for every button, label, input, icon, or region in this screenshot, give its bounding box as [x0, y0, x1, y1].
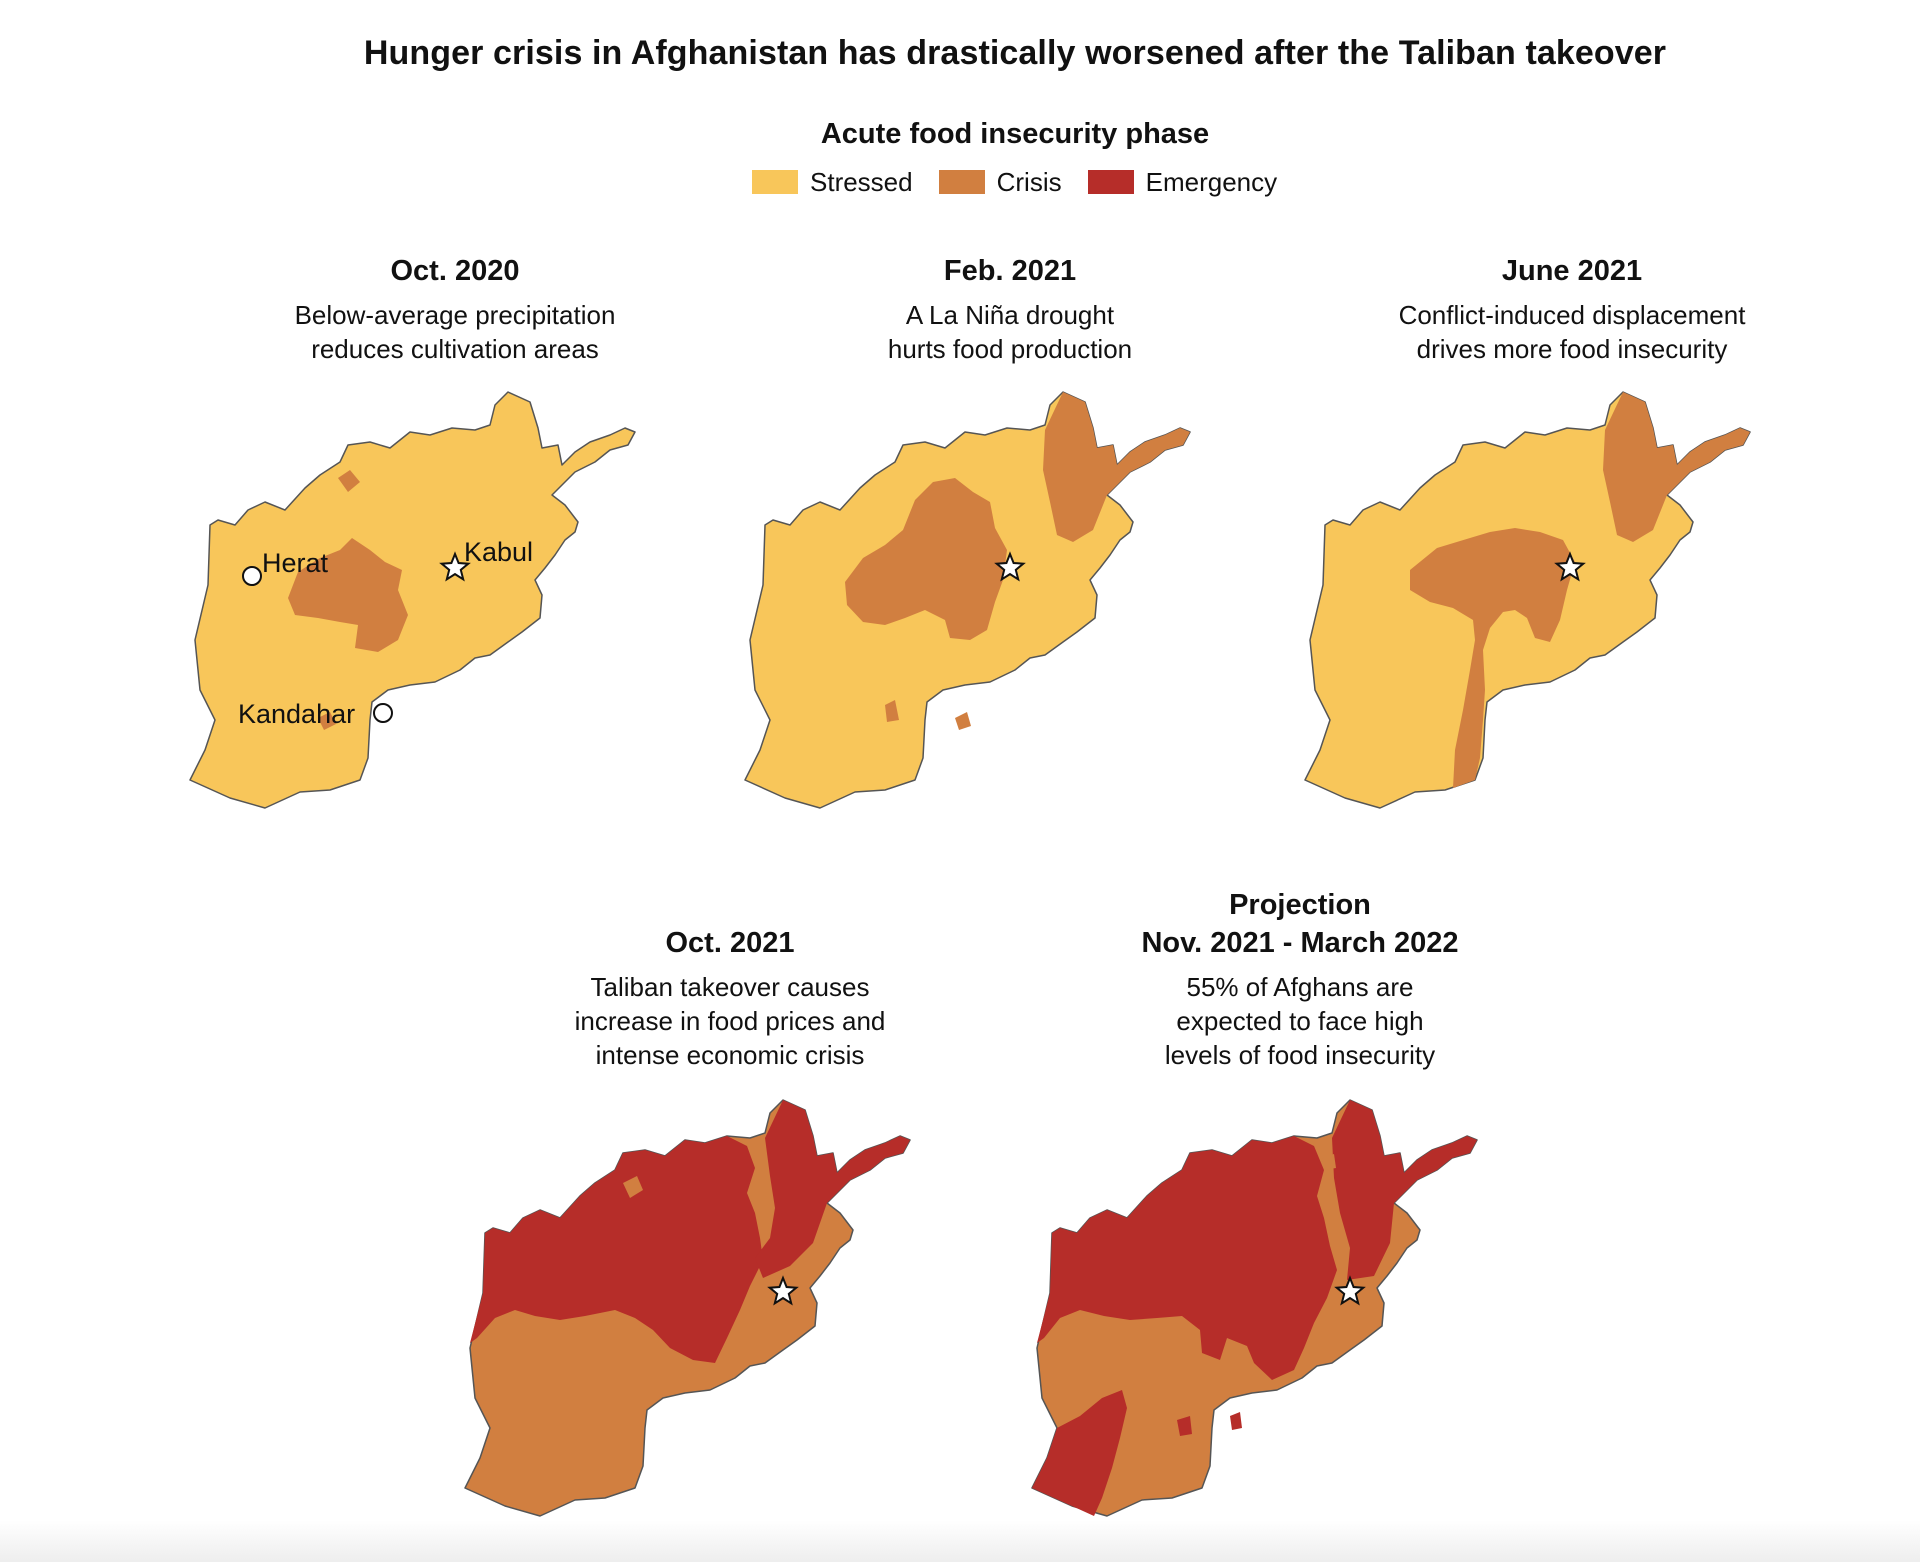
page-bottom-shade — [0, 1520, 1920, 1562]
panel-feb-2021-header: Feb. 2021 A La Niña drought hurts food p… — [700, 252, 1320, 366]
capital-star-icon — [1554, 551, 1586, 582]
region-emergency-central — [1037, 1136, 1337, 1380]
map-oct-2020: Herat Kabul Kandahar — [189, 391, 636, 809]
panel-description-line: intense economic crisis — [595, 1040, 865, 1070]
legend-title: Acute food insecurity phase — [820, 118, 1210, 150]
legend-label-stressed: Stressed — [810, 166, 913, 197]
city-label-kabul: Kabul — [464, 537, 533, 567]
legend-item-emergency: Emergency — [1087, 166, 1278, 198]
region-emergency-southwest — [1032, 1390, 1127, 1516]
legend-label-crisis: Crisis — [996, 166, 1062, 197]
panel-description: Below-average precipitation reduces cult… — [145, 298, 765, 366]
panel-description-line: hurts food production — [887, 334, 1133, 364]
panel-description-line: A La Niña drought — [905, 300, 1115, 330]
country-outline-stressed — [189, 391, 636, 809]
region-crisis-central — [288, 538, 408, 652]
panel-description: A La Niña drought hurts food production — [700, 298, 1320, 366]
chart-title: Hunger crisis in Afghanistan has drastic… — [363, 34, 1667, 72]
capital-star-icon — [767, 1275, 799, 1306]
panel-description: Taliban takeover causes increase in food… — [420, 970, 1040, 1072]
region-crisis-south — [318, 712, 336, 730]
legend-swatch-stressed — [752, 170, 798, 194]
map-projection — [1031, 1099, 1478, 1517]
panel-description: 55% of Afghans are expected to face high… — [990, 970, 1610, 1072]
city-marker-kandahar — [373, 703, 393, 723]
map-oct-2021 — [464, 1099, 911, 1517]
city-label-kandahar: Kandahar — [238, 699, 355, 729]
legend: Stressed Crisis Emergency — [752, 164, 1303, 200]
legend-swatch-crisis — [938, 170, 985, 194]
panel-date: Oct. 2020 — [390, 255, 520, 287]
legend-label-emergency: Emergency — [1145, 166, 1278, 197]
legend-item-stressed: Stressed — [752, 167, 913, 198]
map-june-2021 — [1304, 391, 1751, 809]
panel-date: June 2021 — [1501, 255, 1643, 287]
panel-description-line: expected to face high — [1176, 1006, 1424, 1036]
panel-description-line: reduces cultivation areas — [311, 334, 599, 364]
panel-description-line: 55% of Afghans are — [1186, 972, 1414, 1002]
region-crisis-central — [1410, 528, 1575, 788]
region-crisis-central — [845, 478, 1007, 640]
panel-description-line: increase in food prices and — [574, 1006, 886, 1036]
legend-item-crisis: Crisis — [938, 166, 1062, 198]
panel-description-line: levels of food insecurity — [1164, 1040, 1436, 1070]
region-emergency-south-b — [1230, 1412, 1242, 1430]
region-emergency-northeast — [755, 1100, 910, 1278]
panel-description-line: Conflict-induced displacement — [1398, 300, 1746, 330]
region-crisis-northeast — [1043, 392, 1190, 542]
panel-oct-2020-header: Oct. 2020 Below-average precipitation re… — [145, 252, 765, 366]
capital-star-icon — [994, 551, 1026, 582]
region-crisis-pocket-north — [623, 1176, 643, 1198]
panel-date: Feb. 2021 — [943, 255, 1077, 287]
region-emergency-northeast — [1332, 1100, 1477, 1280]
region-crisis-pocket-north — [1322, 1154, 1336, 1170]
region-crisis-south-a — [885, 700, 899, 722]
region-crisis-northeast — [1603, 392, 1750, 542]
capital-star-icon — [439, 551, 471, 582]
map-feb-2021 — [744, 391, 1191, 809]
region-emergency-south-a — [1177, 1416, 1192, 1436]
panel-date: Nov. 2021 - March 2022 — [1141, 927, 1459, 959]
city-label-herat: Herat — [262, 548, 329, 578]
city-marker-herat — [242, 566, 262, 586]
region-crisis-north — [338, 470, 360, 492]
panel-description-line: Taliban takeover causes — [590, 972, 870, 1002]
capital-star-icon — [1334, 1275, 1366, 1306]
region-crisis-south-b — [955, 712, 971, 730]
panel-date: Oct. 2021 — [665, 927, 795, 959]
panel-description: Conflict-induced displacement drives mor… — [1262, 298, 1882, 366]
legend-swatch-emergency — [1087, 170, 1134, 194]
panel-projection-header: Projection Nov. 2021 - March 2022 55% of… — [990, 886, 1610, 1072]
region-emergency-central — [470, 1136, 763, 1363]
panel-description-line: Below-average precipitation — [294, 300, 616, 330]
panel-june-2021-header: June 2021 Conflict-induced displacement … — [1262, 252, 1882, 366]
panel-oct-2021-header: Oct. 2021 Taliban takeover causes increa… — [420, 924, 1040, 1072]
panel-description-line: drives more food insecurity — [1416, 334, 1728, 364]
panel-date-line: Projection — [1229, 889, 1371, 921]
